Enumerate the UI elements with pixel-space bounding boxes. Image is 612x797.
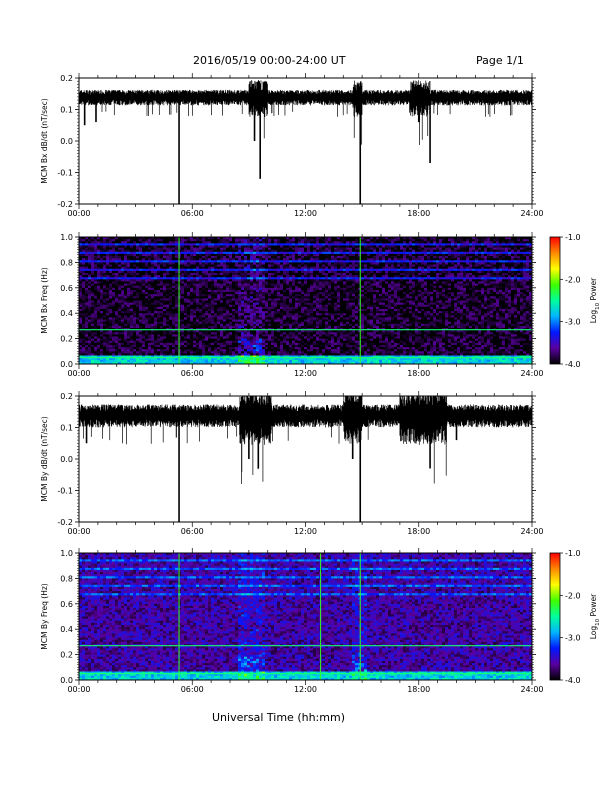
y-tick-label: -0.2 [57, 200, 73, 209]
y-tick-label: 0.0 [60, 137, 73, 146]
x-tick-label: 06:00 [181, 209, 204, 218]
x-tick-label: 18:00 [407, 209, 430, 218]
y-tick-label: 0.2 [60, 74, 73, 83]
x-tick-label: 00:00 [67, 209, 90, 218]
line-series-group [79, 80, 532, 204]
x-tick-label: 12:00 [294, 209, 317, 218]
figure-title: 2016/05/19 00:00-24:00 UT [193, 54, 346, 67]
dbdt-trace [79, 80, 532, 145]
panels-group: 0.2 0.1 0.0 -0.1 -0.200:00 06:00 12:00 18:00 24:… [40, 73, 601, 694]
x-axis-title: Universal Time (hh:mm) [212, 711, 345, 724]
y-axis-label: MCM Bx dB/dt (nT/sec) [40, 98, 49, 183]
page-indicator: Page 1/1 [476, 54, 524, 67]
x-tick-label: 24:00 [520, 209, 543, 218]
y-tick-label: -0.1 [57, 169, 73, 178]
y-tick-label: 0.1 [60, 106, 73, 115]
